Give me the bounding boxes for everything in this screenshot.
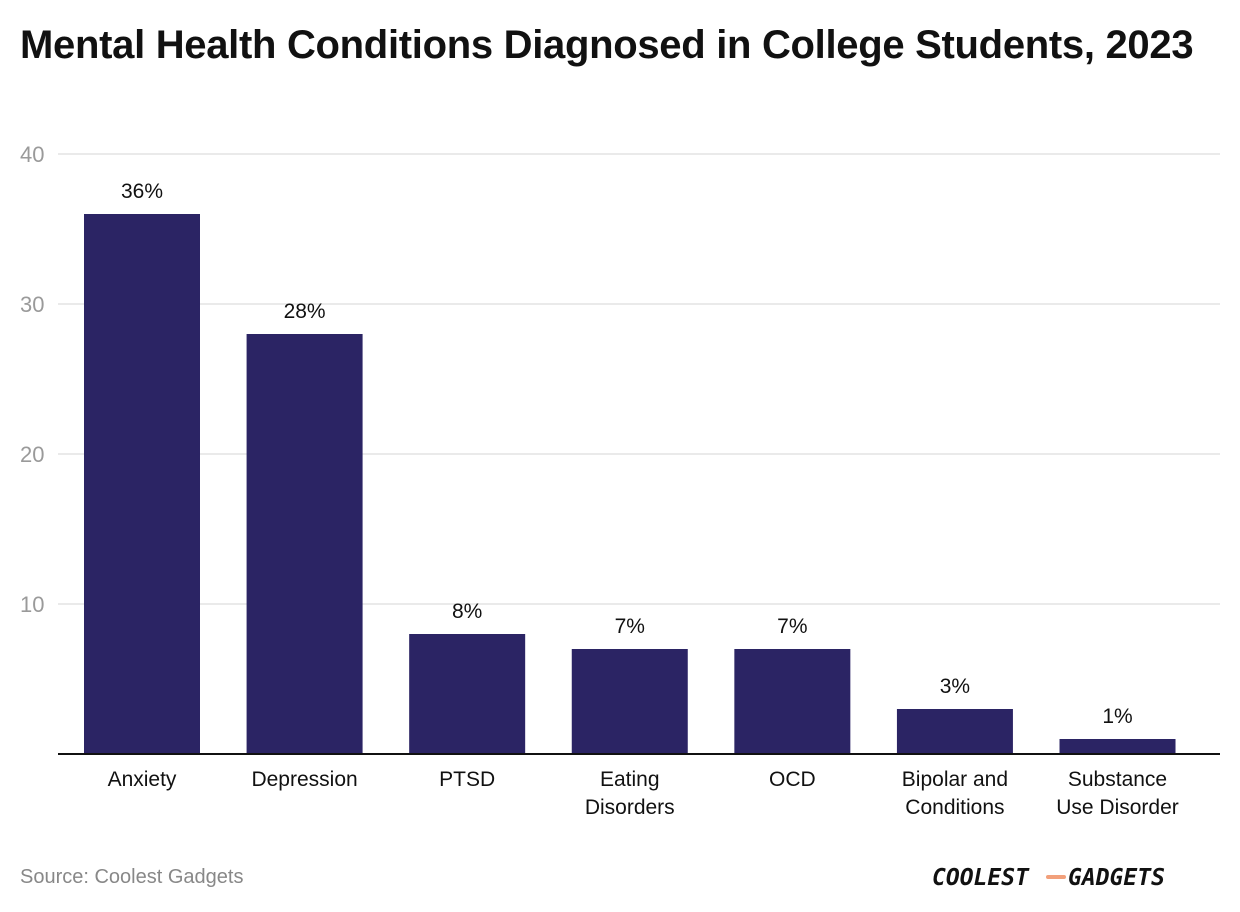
y-axis-ticks: 10 20 30 40	[20, 142, 44, 617]
x-tick-label: Eating Disorders	[585, 768, 675, 819]
value-label: 7%	[777, 615, 807, 638]
value-labels: 36% 28% 8% 7% 7% 3% 1%	[121, 180, 1133, 728]
x-tick-label: OCD	[769, 768, 816, 791]
logo-word-2: GADGETS	[1068, 865, 1165, 891]
bar	[409, 634, 526, 754]
value-label: 3%	[940, 675, 970, 698]
gridlines	[58, 153, 1220, 605]
coolest-gadgets-logo: COOLEST GADGETS	[932, 865, 1165, 891]
y-tick-label: 40	[20, 142, 44, 167]
bar	[84, 214, 200, 754]
y-tick-label: 20	[20, 442, 44, 467]
logo-dash	[1046, 875, 1066, 879]
value-label: 1%	[1102, 705, 1132, 728]
bar	[896, 709, 1013, 754]
value-label: 36%	[121, 180, 163, 203]
x-tick-label: Substance Use Disorder	[1056, 768, 1179, 819]
x-tick-label: PTSD	[439, 768, 495, 791]
x-tick-label: Anxiety	[108, 768, 177, 791]
y-tick-label: 30	[20, 292, 44, 317]
value-label: 8%	[452, 600, 482, 623]
bar	[571, 649, 688, 754]
x-tick-label: Depression	[251, 768, 357, 791]
x-axis-ticks: Anxiety Depression PTSD Eating Disorders OCD B…	[108, 768, 1179, 819]
source-note: Source: Coolest Gadgets	[20, 866, 244, 888]
chart-title: Mental Health Conditions Diagnosed in Co…	[20, 23, 1194, 67]
x-tick-label: Bipolar and Conditions	[902, 768, 1008, 819]
logo-word-1: COOLEST	[932, 865, 1030, 891]
bars	[84, 214, 1176, 754]
y-tick-label: 10	[20, 592, 44, 617]
bar	[734, 649, 851, 754]
bar	[1059, 739, 1176, 754]
value-label: 28%	[284, 300, 326, 323]
bar	[246, 334, 363, 754]
value-label: 7%	[615, 615, 645, 638]
